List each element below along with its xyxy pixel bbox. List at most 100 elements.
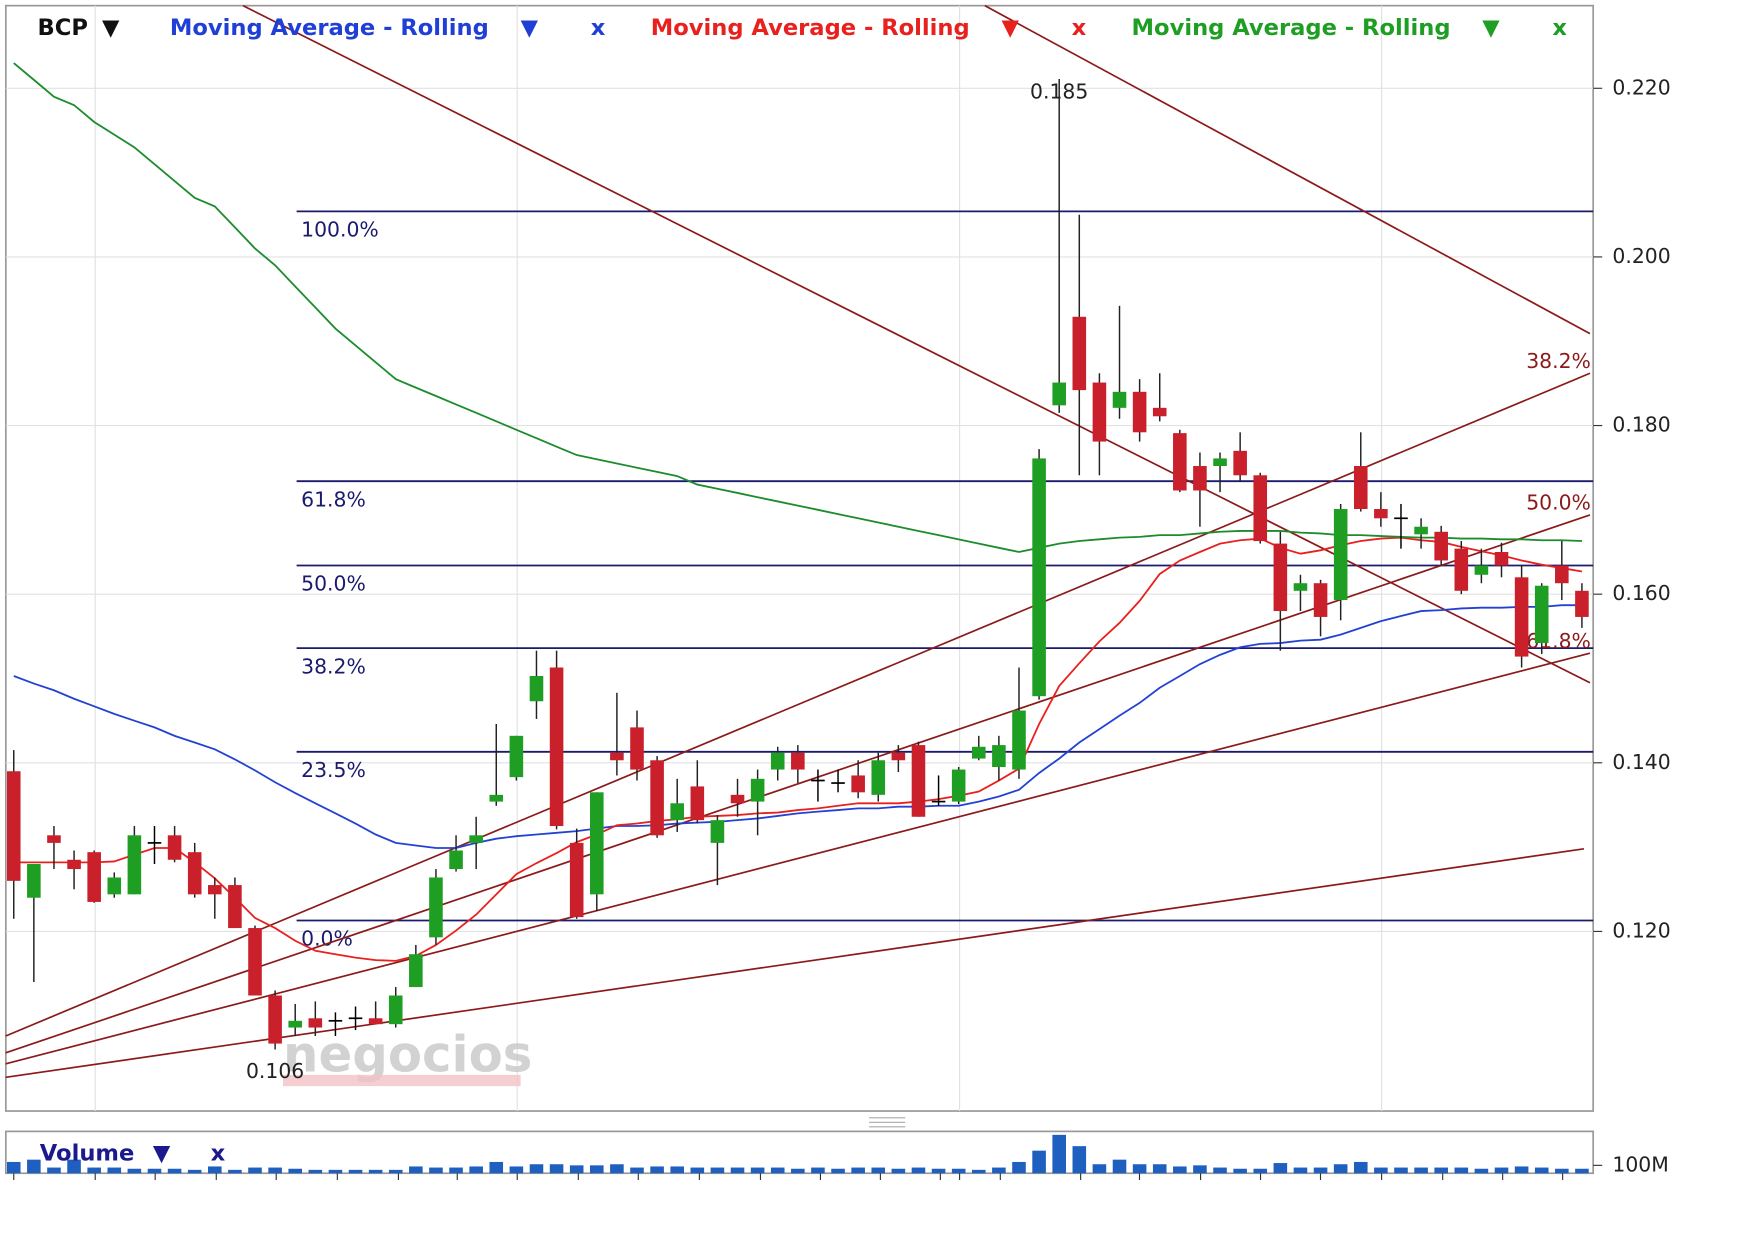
volume-bar xyxy=(770,1167,785,1174)
volume-bar xyxy=(791,1168,805,1174)
volume-tick-label: 100M xyxy=(1612,1152,1668,1176)
legend-entry[interactable]: Moving Average - Rolling xyxy=(170,15,489,41)
candle-body xyxy=(690,786,705,821)
volume-bar xyxy=(1092,1164,1107,1174)
volume-bar xyxy=(6,1161,21,1174)
trendline xyxy=(242,4,1591,684)
candle-body xyxy=(1494,552,1509,566)
volume-bar xyxy=(1253,1168,1268,1174)
candle-body xyxy=(248,928,262,996)
candle-body xyxy=(1313,583,1328,617)
volume-bar xyxy=(1394,1167,1408,1174)
volume-bar xyxy=(1072,1146,1087,1174)
volume-bar xyxy=(1374,1167,1388,1174)
candle-body xyxy=(1454,548,1469,591)
price-frame xyxy=(4,4,1595,1112)
y-tick-label: 0.120 xyxy=(1612,918,1670,942)
legend-menu[interactable]: ▼ xyxy=(1482,15,1500,41)
candle-body xyxy=(831,782,845,784)
volume-bar xyxy=(630,1167,644,1174)
volume-bar xyxy=(27,1159,41,1174)
candle-body xyxy=(1394,517,1408,520)
volume-bar xyxy=(891,1168,906,1174)
volume-bar xyxy=(509,1166,524,1174)
candle-body xyxy=(610,752,624,761)
candle-body xyxy=(288,1020,303,1028)
candle-body xyxy=(87,852,101,902)
volume-bar xyxy=(590,1165,604,1174)
candle-body xyxy=(1233,450,1247,476)
y-tick-label: 0.200 xyxy=(1612,244,1670,268)
volume-bar xyxy=(911,1167,926,1174)
candle-body xyxy=(509,735,524,778)
candle-body xyxy=(388,995,403,1025)
volume-bar xyxy=(851,1167,865,1174)
candle-body xyxy=(1474,565,1489,575)
symbol-menu[interactable]: ▼ xyxy=(102,15,120,41)
volume-bar xyxy=(348,1169,363,1174)
volume-title[interactable]: Volume xyxy=(40,1141,135,1167)
y-tick-label: 0.140 xyxy=(1612,750,1670,774)
trendline xyxy=(5,652,1591,1065)
volume-bar xyxy=(1313,1167,1328,1174)
volume-bar xyxy=(1233,1168,1247,1174)
y-tick-label: 0.220 xyxy=(1612,75,1670,99)
legend-menu[interactable]: ▼ xyxy=(1001,15,1019,41)
candle-body xyxy=(1575,590,1589,617)
volume-bar xyxy=(1112,1159,1127,1174)
volume-bar xyxy=(248,1167,262,1174)
volume-bar xyxy=(1193,1165,1207,1174)
legend-entry[interactable]: Moving Average - Rolling xyxy=(1132,15,1451,41)
volume-bar xyxy=(147,1168,162,1174)
volume-bar xyxy=(750,1167,765,1174)
candle-body xyxy=(147,842,162,844)
volume-bar xyxy=(1514,1166,1529,1174)
volume-bar xyxy=(409,1166,423,1174)
volume-bar xyxy=(288,1168,303,1174)
candle-body xyxy=(208,885,222,895)
watermark: negocios xyxy=(283,1025,532,1083)
pane-splitter[interactable] xyxy=(869,1117,906,1128)
candle-body xyxy=(1434,531,1448,561)
legend-remove[interactable]: x xyxy=(1072,15,1087,41)
candle-body xyxy=(1253,475,1268,542)
volume-bar xyxy=(931,1168,946,1174)
volume-bar xyxy=(710,1167,725,1174)
trendline xyxy=(984,4,1591,335)
candle-body xyxy=(1514,577,1529,657)
legend-menu[interactable]: ▼ xyxy=(521,15,539,41)
candle-body xyxy=(6,771,21,881)
fib-label: 100.0% xyxy=(301,218,379,242)
candle-body xyxy=(1555,565,1569,584)
candle-body xyxy=(670,803,684,821)
volume-bar xyxy=(388,1169,403,1174)
volume-remove[interactable]: x xyxy=(211,1141,226,1167)
candle-body xyxy=(590,792,604,895)
volume-menu[interactable]: ▼ xyxy=(153,1141,171,1167)
candle-body xyxy=(328,1019,343,1022)
symbol-label[interactable]: BCP xyxy=(38,15,88,41)
volume-bar xyxy=(1454,1167,1469,1174)
candle-body xyxy=(67,859,81,870)
volume-bar xyxy=(208,1166,222,1174)
volume-bar xyxy=(127,1168,142,1174)
volume-bar xyxy=(730,1167,745,1174)
volume-bar xyxy=(228,1169,242,1174)
volume-bar xyxy=(1152,1164,1167,1174)
y-tick-label: 0.180 xyxy=(1612,413,1670,437)
candle-body xyxy=(549,667,564,827)
legend-remove[interactable]: x xyxy=(1552,15,1567,41)
candle-body xyxy=(1193,466,1207,491)
volume-bar xyxy=(1293,1167,1308,1174)
candle-body xyxy=(1152,407,1167,417)
legend-entry[interactable]: Moving Average - Rolling xyxy=(651,15,970,41)
price-pane xyxy=(4,4,1595,1112)
volume-bar xyxy=(268,1167,282,1174)
candle-body xyxy=(770,752,785,770)
fib-label: 50.0% xyxy=(301,572,366,596)
candle-body xyxy=(871,760,886,795)
fan-label: 50.0% xyxy=(1526,491,1591,515)
volume-bar xyxy=(368,1169,383,1174)
legend-remove[interactable]: x xyxy=(591,15,606,41)
